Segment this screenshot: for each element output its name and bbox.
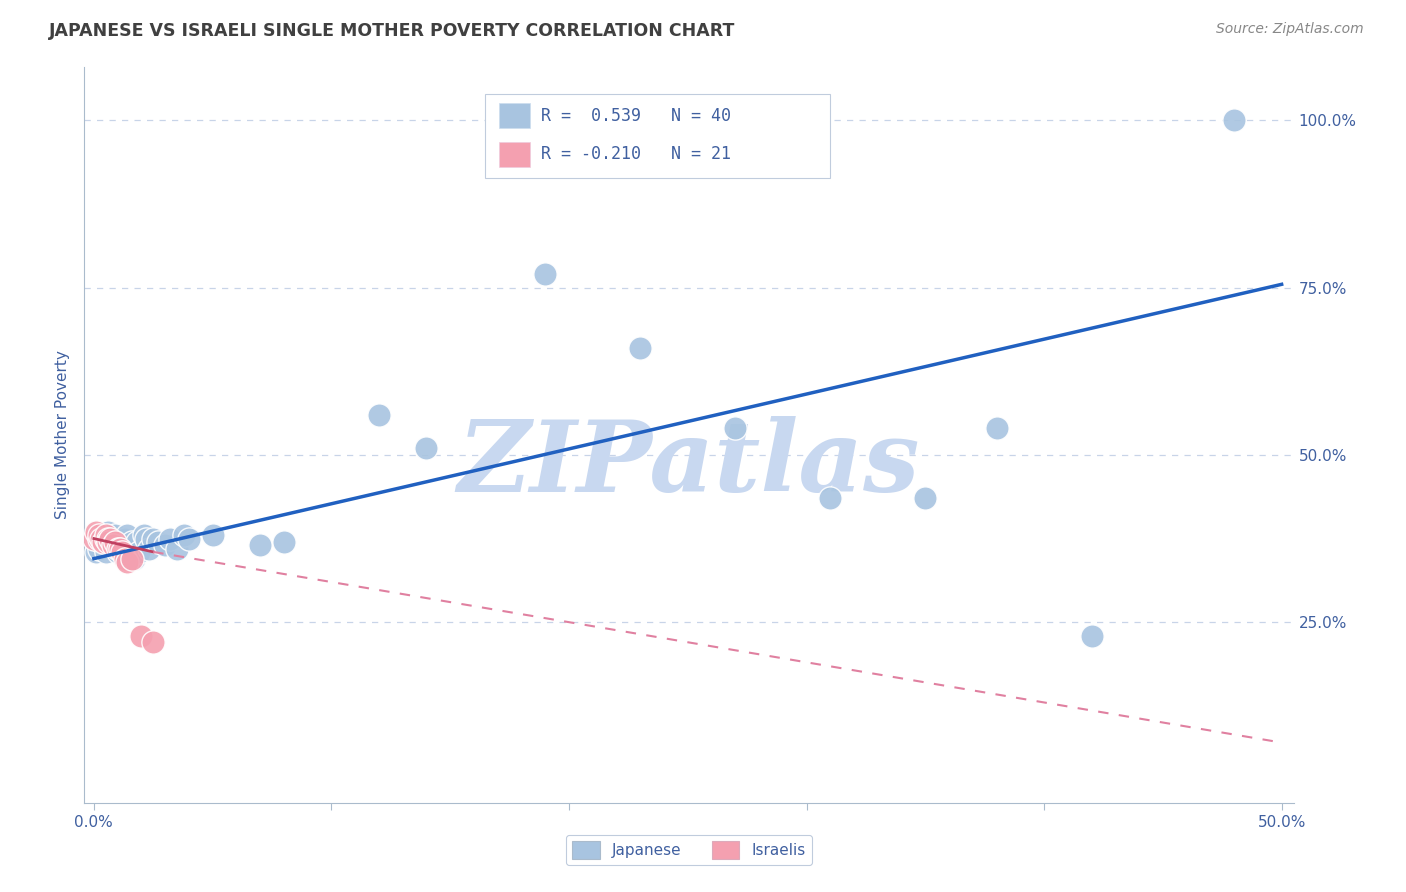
Point [1223,113,1246,128]
Point [166,541,188,556]
Text: Source: ZipAtlas.com: Source: ZipAtlas.com [1216,22,1364,37]
Point [108,538,131,552]
Point [107,545,129,559]
Point [101,538,124,552]
Point [201,528,224,542]
Text: R =  0.539   N = 40: R = 0.539 N = 40 [541,107,731,125]
Point [131,628,153,642]
Point [159,532,181,546]
Point [142,635,165,649]
Point [104,528,127,542]
Point [93,534,115,549]
Legend: Japanese, Israelis: Japanese, Israelis [565,835,813,865]
Point [87,528,110,542]
Point [273,534,295,549]
Point [142,532,165,546]
Point [101,532,124,546]
Point [107,541,129,556]
Point [628,341,651,355]
Point [111,545,134,559]
Point [415,441,437,455]
Point [153,538,176,552]
Point [249,538,271,552]
Point [97,524,120,539]
Point [94,532,117,546]
Point [121,534,143,549]
Point [986,421,1008,435]
Text: R = -0.210   N = 21: R = -0.210 N = 21 [541,145,731,163]
Point [100,532,122,546]
Point [83,532,105,546]
Point [368,408,391,422]
Point [94,528,117,542]
Point [87,541,110,556]
Point [104,534,127,549]
Point [87,532,110,546]
Point [177,532,200,546]
Point [914,491,936,506]
Text: JAPANESE VS ISRAELI SINGLE MOTHER POVERTY CORRELATION CHART: JAPANESE VS ISRAELI SINGLE MOTHER POVERT… [49,22,735,40]
Point [1080,628,1102,642]
Point [97,532,120,546]
Y-axis label: Single Mother Poverty: Single Mother Poverty [55,351,70,519]
Point [115,555,138,569]
Point [114,532,136,546]
Point [724,421,747,435]
Point [820,491,842,506]
Point [94,545,117,559]
Point [135,532,157,546]
Point [121,551,143,566]
Point [97,534,120,549]
Point [90,532,112,546]
Point [173,528,195,542]
Text: ZIPatlas: ZIPatlas [458,416,920,513]
Point [138,541,160,556]
Point [90,534,112,549]
Point [125,534,148,549]
Point [118,541,141,556]
Point [114,551,136,566]
Point [84,545,107,559]
Point [132,528,155,542]
Point [108,541,131,556]
Point [122,551,145,566]
Point [128,545,150,559]
Point [115,528,138,542]
Point [100,538,122,552]
Point [84,524,107,539]
Point [534,268,557,282]
Point [146,534,169,549]
